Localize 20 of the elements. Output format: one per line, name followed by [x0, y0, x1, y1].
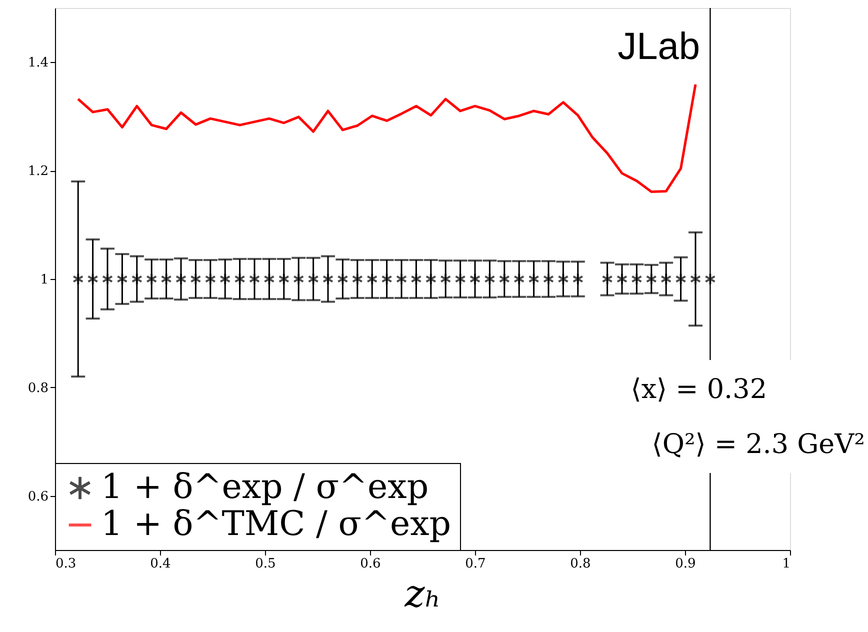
x-tick-label: 0.5: [255, 556, 276, 572]
x-tick-label: 0.3: [56, 556, 76, 572]
x-tick-label: 1: [782, 556, 790, 572]
legend-label: 1 + δ^exp / σ^exp: [101, 467, 429, 507]
x-axis-title: zₕ: [404, 572, 442, 616]
x-tick-label: 0.9: [675, 556, 696, 572]
y-tick-label: 1: [40, 272, 48, 288]
x-tick-label: 0.4: [150, 556, 171, 572]
y-tick-label: 1.2: [28, 164, 48, 180]
x-tick-label: 0.8: [570, 556, 591, 572]
y-tick-label: 0.6: [28, 489, 48, 504]
line-series: [76, 83, 697, 193]
annotation: ⟨Q²⟩ = 2.3 GeV²: [652, 429, 865, 460]
x-tick-label: 0.7: [465, 556, 486, 572]
x-tick-label: 0.6: [360, 556, 381, 572]
y-tick-label: 0.8: [28, 380, 48, 396]
annotation: ⟨x⟩ = 0.32: [630, 374, 767, 405]
annotation: JLab: [618, 26, 700, 68]
legend-label: 1 + δ^TMC / σ^exp: [101, 504, 452, 544]
y-tick-label: 1.4: [28, 56, 48, 71]
